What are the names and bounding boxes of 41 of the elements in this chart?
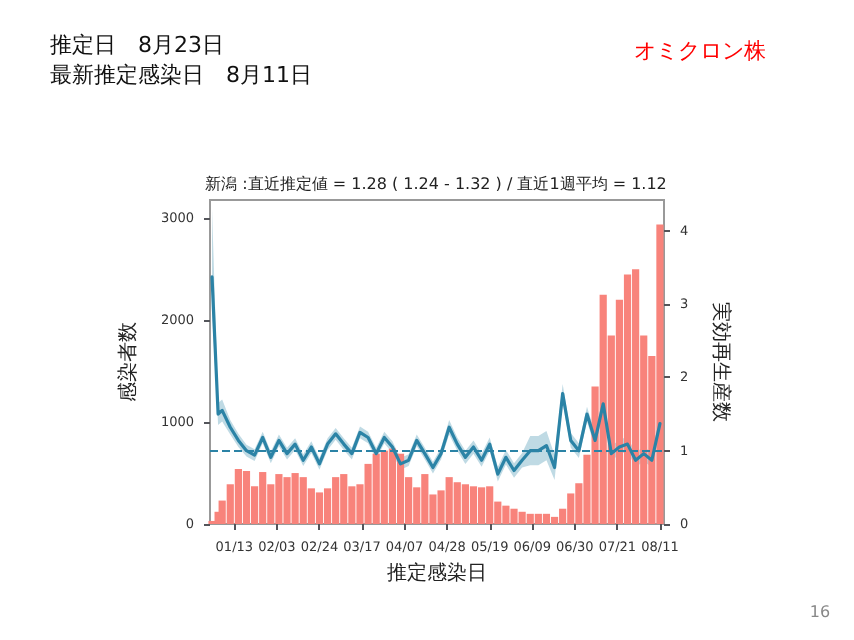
bar [486, 486, 494, 524]
bar [340, 474, 348, 524]
bar [477, 487, 486, 524]
bar [510, 508, 518, 524]
bar [388, 448, 397, 524]
bar [542, 513, 551, 524]
bar [599, 294, 607, 524]
bar [502, 505, 510, 524]
text: オミクロン株 [634, 38, 766, 64]
bar [275, 474, 283, 524]
bar [534, 513, 542, 524]
bar [332, 477, 340, 524]
line-series [210, 275, 662, 476]
bar [453, 482, 461, 524]
x-axis-title: 推定感染日 [387, 560, 487, 585]
bar [461, 484, 469, 524]
bar [315, 492, 324, 524]
bar [242, 471, 251, 524]
bar [550, 516, 559, 524]
chart-title: 推定日 8月23日 [50, 32, 224, 58]
text: 16 [809, 603, 831, 621]
bar [259, 472, 267, 524]
bar [469, 486, 478, 524]
bar [380, 450, 388, 524]
bar [283, 477, 291, 524]
bar [632, 269, 640, 524]
bar [291, 473, 299, 524]
bar [518, 511, 526, 524]
text: 新潟 :直近推定値 = 1.28 ( 1.24 - 1.32 ) / 直近1週平均 = 1.12 [205, 175, 667, 193]
bar [526, 513, 534, 524]
y-axis-title: 感染者数 [116, 322, 141, 402]
y2-axis-title: 実効再生産数 [709, 302, 734, 422]
chart-subtitle: 最新推定感染日 8月11日 [50, 62, 312, 88]
bar [372, 453, 380, 524]
bar [421, 474, 429, 524]
bar [299, 477, 307, 524]
bar [396, 453, 405, 524]
bar [445, 477, 453, 524]
bar [234, 468, 242, 524]
bar [656, 224, 664, 524]
bar [623, 274, 632, 524]
